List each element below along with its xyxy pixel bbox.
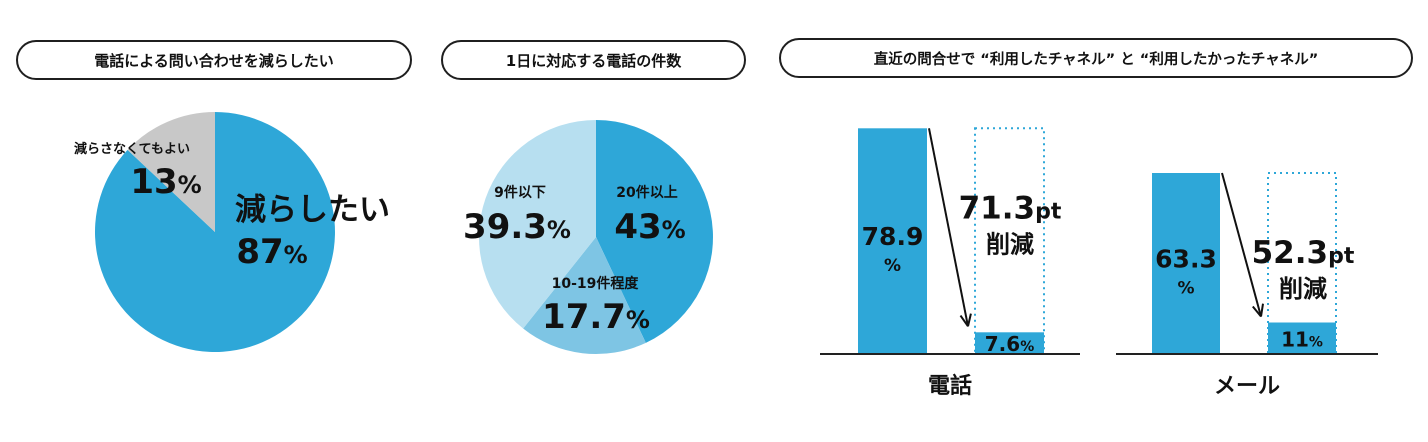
reduction-value-1: 52.3pt xyxy=(1252,235,1355,271)
bar-category-1: メール xyxy=(1214,374,1280,399)
pie1-slice-0 xyxy=(94,112,335,352)
pie2-slice-0-value: 43% xyxy=(614,207,685,247)
reduction-arrow-0 xyxy=(928,128,969,327)
pie1-slice-1 xyxy=(127,112,215,232)
pie1-slice-0-label: 減らしたい xyxy=(235,192,390,228)
pie1-slice-1-label: 減らさなくてもよい xyxy=(74,141,190,157)
pie2-slice-2 xyxy=(478,120,596,329)
pie2-slice-1-label: 10-19件程度 xyxy=(552,275,640,292)
reduction-arrowhead-0 xyxy=(959,313,972,327)
pie1-title: 電話による問い合わせを減らしたい xyxy=(16,40,412,80)
bar-used-value-0: 78.9 xyxy=(862,222,924,251)
pie2-slice-2-value: 39.3% xyxy=(463,207,571,247)
pie2-slice-2-label: 9件以下 xyxy=(494,184,546,201)
bar-used-1 xyxy=(1152,173,1220,354)
pie2-title: 1日に対応する電話の件数 xyxy=(441,40,746,80)
reduction-value-0: 71.3pt xyxy=(959,190,1062,226)
bar-wanted-1 xyxy=(1268,322,1336,354)
reduction-word-1: 削減 xyxy=(1279,275,1327,303)
bar-wanted-outline-0 xyxy=(974,127,1045,355)
pie2-slice-0 xyxy=(596,120,713,343)
bar-used-0 xyxy=(858,128,927,354)
pie2-slice-0-label: 20件以上 xyxy=(616,184,677,201)
bar-used-unit-0: % xyxy=(884,256,901,276)
pie1-slice-0-value: 87% xyxy=(236,232,307,272)
reduction-arrowhead-1 xyxy=(1252,303,1264,318)
bar-wanted-value-0: 7.6% xyxy=(985,332,1034,356)
pie2-slice-1-value: 17.7% xyxy=(542,297,650,337)
bar-chart-title: 直近の問合せで “利用したチャネル” と “利用したかったチャネル” xyxy=(779,38,1413,78)
bar-category-0: 電話 xyxy=(928,373,972,399)
pie-chart-2: 20件以上 43% 10-19件程度 17.7% 9件以下 39.3% xyxy=(463,120,713,354)
pie-chart-1: 減らしたい 87% 減らさなくてもよい 13% xyxy=(74,112,390,352)
reduction-word-0: 削減 xyxy=(986,230,1034,258)
pie2-slice-1 xyxy=(523,237,646,354)
reduction-arrow-1 xyxy=(1221,172,1262,317)
pie1-slice-1-value: 13% xyxy=(130,162,201,202)
bar-wanted-0 xyxy=(975,332,1044,354)
bar-used-value-1: 63.3 xyxy=(1155,244,1217,273)
bar-wanted-value-1: 11% xyxy=(1281,327,1323,351)
bar-used-unit-1: % xyxy=(1177,278,1194,298)
